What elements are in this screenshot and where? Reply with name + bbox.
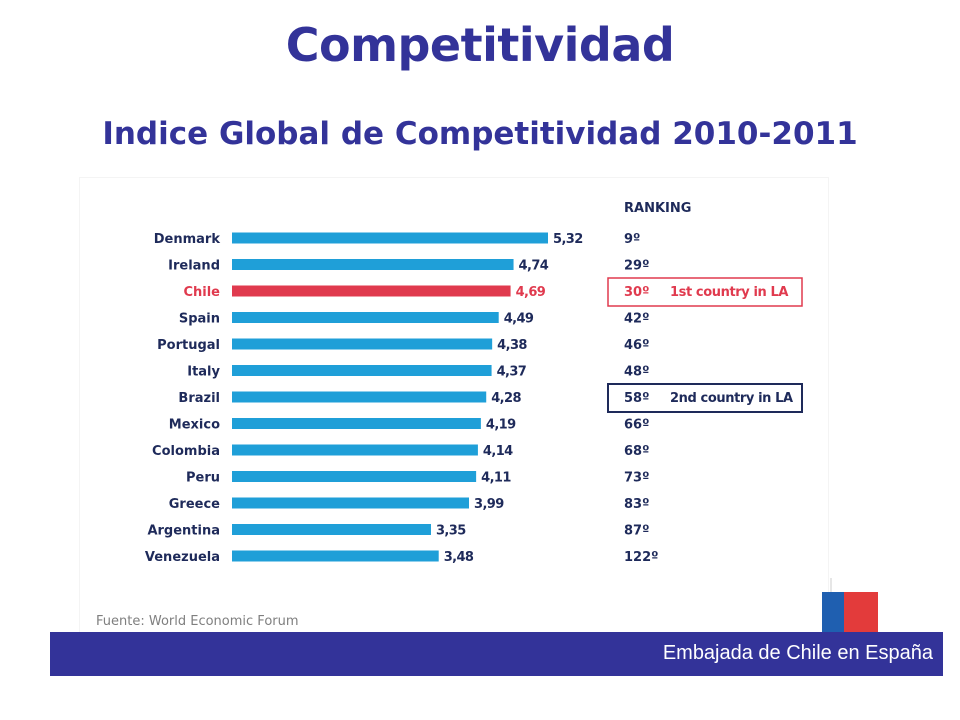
ranking-value: 68º xyxy=(624,444,649,459)
category-label: Brazil xyxy=(178,391,220,406)
value-label: 4,37 xyxy=(497,365,527,380)
ranking-value: 29º xyxy=(624,259,649,274)
ranking-value: 58º xyxy=(624,391,649,406)
flag-pole xyxy=(830,578,832,592)
category-label: Ireland xyxy=(168,259,220,274)
value-label: 5,32 xyxy=(553,232,583,247)
value-label: 3,35 xyxy=(436,524,466,539)
ranking-value: 122º xyxy=(624,550,658,565)
value-label: 4,11 xyxy=(481,471,511,486)
category-label: Venezuela xyxy=(145,550,220,565)
bar xyxy=(232,444,478,456)
highlight-label: 1st country in LA xyxy=(670,285,788,300)
category-label: Denmark xyxy=(154,232,221,247)
bar xyxy=(232,338,493,350)
chile-flag-logo xyxy=(822,578,878,632)
category-label: Chile xyxy=(183,285,220,300)
ranking-value: 46º xyxy=(624,338,649,353)
category-label: Spain xyxy=(179,312,220,327)
value-label: 3,48 xyxy=(444,550,474,565)
category-label: Colombia xyxy=(152,444,220,459)
highlight-label: 2nd country in LA xyxy=(670,391,793,406)
ranking-value: 73º xyxy=(624,471,649,486)
value-label: 4,69 xyxy=(516,285,546,300)
chart-source: Fuente: World Economic Forum xyxy=(96,614,299,629)
category-label: Greece xyxy=(169,497,220,512)
ranking-header: RANKING xyxy=(624,201,691,216)
bar xyxy=(232,259,514,270)
ranking-value: 9º xyxy=(624,232,640,247)
chart-panel: RANKING Denmark 5,32 9º Ireland 4,74 29º Chile 4… xyxy=(80,178,828,632)
value-label: 4,74 xyxy=(519,259,549,274)
ranking-value: 87º xyxy=(624,524,649,539)
value-label: 4,14 xyxy=(483,444,513,459)
flag-red-band xyxy=(844,592,878,632)
ranking-value: 66º xyxy=(624,418,649,433)
bar xyxy=(232,285,511,297)
value-label: 4,19 xyxy=(486,418,516,433)
highlight-box xyxy=(607,383,803,413)
bar xyxy=(232,312,499,323)
category-label: Argentina xyxy=(147,524,220,539)
bar xyxy=(232,524,431,535)
value-label: 4,49 xyxy=(504,312,534,327)
flag-blue-band xyxy=(822,592,844,632)
page-title: Competitividad xyxy=(285,18,675,72)
category-label: Italy xyxy=(187,365,220,380)
footer-embassy-label: Embajada de Chile en España xyxy=(662,642,933,664)
ranking-bar-chart: RANKING Denmark 5,32 9º Ireland 4,74 29º Chile 4… xyxy=(145,201,803,565)
bar xyxy=(232,471,477,482)
category-label: Peru xyxy=(186,471,220,486)
bar xyxy=(232,550,439,562)
ranking-value: 42º xyxy=(624,312,649,327)
bar xyxy=(232,232,548,244)
ranking-value: 48º xyxy=(624,365,649,380)
value-label: 4,38 xyxy=(497,338,527,353)
bar xyxy=(232,418,481,429)
ranking-value: 30º xyxy=(624,285,649,300)
category-label: Portugal xyxy=(157,338,220,353)
value-label: 4,28 xyxy=(491,391,521,406)
bar xyxy=(232,391,487,403)
highlight-box xyxy=(607,277,803,307)
bar xyxy=(232,365,492,376)
value-label: 3,99 xyxy=(474,497,504,512)
page-subtitle: Indice Global de Competitividad 2010-201… xyxy=(102,116,858,152)
footer-bar: Embajada de Chile en España xyxy=(50,632,943,676)
ranking-value: 83º xyxy=(624,497,649,512)
category-label: Mexico xyxy=(169,418,220,433)
bar xyxy=(232,497,469,509)
